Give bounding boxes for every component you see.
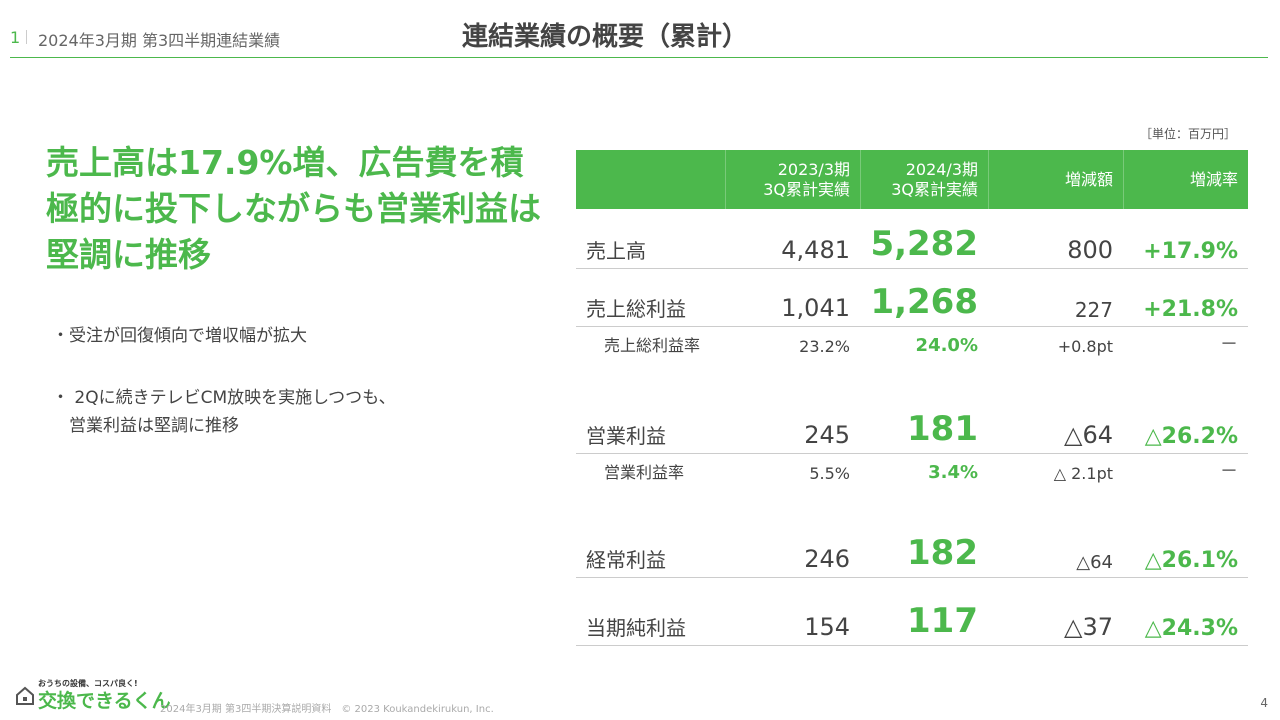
col-header-line: 3Q累計実績 (763, 179, 850, 199)
table-row: 当期純利益 154 117 △37 △24.3% (576, 601, 1248, 646)
prev-value: 246 (804, 545, 850, 573)
row-label: 経常利益 (586, 548, 666, 572)
table-header: 2023/3期 3Q累計実績 2024/3期 3Q累計実績 増減額 増減率 (576, 150, 1248, 209)
prev-value: 23.2% (799, 337, 850, 356)
bullet-2: ・ 2Qに続きテレビCM放映を実施しつつも、 (52, 388, 396, 408)
row-label: 営業利益率 (604, 463, 685, 482)
col-header-line: 2024/3期 (905, 159, 978, 179)
curr-value: 117 (907, 601, 978, 641)
rate-value: △26.2% (1144, 424, 1238, 449)
curr-value: 3.4% (928, 462, 978, 483)
diff-value: 227 (1074, 298, 1113, 322)
prev-value: 4,481 (781, 236, 850, 264)
house-icon (16, 686, 34, 705)
row-label: 売上高 (586, 239, 646, 263)
rate-value: +17.9% (1143, 239, 1238, 264)
rate-value: △26.1% (1144, 548, 1238, 573)
diff-value: △64 (1076, 552, 1113, 573)
rate-value: +21.8% (1143, 297, 1238, 322)
col-header-line: 2023/3期 (777, 159, 850, 179)
diff-value: 800 (1067, 236, 1113, 264)
table-row: 売上高 4,481 5,282 800 +17.9% (576, 224, 1248, 269)
rate-value: － (1220, 461, 1238, 482)
table-row: 経常利益 246 182 △64 △26.1% (576, 533, 1248, 578)
prev-value: 154 (804, 613, 850, 641)
row-label: 売上総利益 (586, 297, 686, 321)
col-header-line: 3Q累計実績 (891, 179, 978, 199)
col-header-rate: 増減率 (1123, 150, 1248, 209)
page-title: 連結業績の概要（累計） (462, 22, 749, 52)
page-number: 4 (1260, 696, 1268, 710)
col-header-prev: 2023/3期 3Q累計実績 (725, 150, 860, 209)
rate-value: △24.3% (1144, 616, 1238, 641)
curr-value: 1,268 (870, 282, 978, 322)
row-label: 売上総利益率 (604, 336, 701, 355)
footer-text: 2024年3月期 第3四半期決算説明資料 © 2023 Koukandekiru… (160, 704, 494, 715)
bullet-1: ・受注が回復傾向で増収幅が拡大 (52, 326, 307, 346)
curr-value: 181 (907, 409, 978, 449)
curr-value: 182 (907, 533, 978, 573)
col-header-curr: 2024/3期 3Q累計実績 (860, 150, 988, 209)
table-row: 売上総利益 1,041 1,268 227 +21.8% (576, 282, 1248, 327)
divider (26, 30, 27, 44)
section-number: 1 (10, 28, 21, 47)
prev-value: 245 (804, 421, 850, 449)
logo-tagline: おうちの設備、コスパ良く! (38, 679, 138, 688)
diff-value: △64 (1064, 421, 1113, 449)
unit-label: ［単位：百万円］ (1140, 127, 1237, 141)
logo: 交換できるくん (38, 690, 171, 712)
diff-value: △37 (1064, 613, 1113, 641)
table-row-sub: 売上総利益率 23.2% 24.0% +0.8pt － (576, 328, 1248, 360)
table-row: 営業利益 245 181 △64 △26.2% (576, 409, 1248, 454)
diff-value: △ 2.1pt (1053, 464, 1113, 483)
prev-value: 1,041 (781, 294, 850, 322)
rate-value: － (1220, 334, 1238, 355)
headline: 売上高は17.9%増、広告費を積極的に投下しながらも営業利益は堅調に推移 (46, 143, 541, 274)
col-header-diff: 増減額 (988, 150, 1123, 209)
section-subtitle: 2024年3月期 第3四半期連結業績 (38, 31, 281, 50)
row-label: 営業利益 (586, 424, 666, 448)
curr-value: 24.0% (915, 335, 978, 356)
table-row-sub: 営業利益率 5.5% 3.4% △ 2.1pt － (576, 455, 1248, 487)
row-label: 当期純利益 (586, 616, 686, 640)
prev-value: 5.5% (809, 464, 850, 483)
header-rule (10, 57, 1268, 58)
bullet-2-cont: 営業利益は堅調に推移 (52, 416, 239, 436)
diff-value: +0.8pt (1057, 337, 1113, 356)
curr-value: 5,282 (870, 224, 978, 264)
